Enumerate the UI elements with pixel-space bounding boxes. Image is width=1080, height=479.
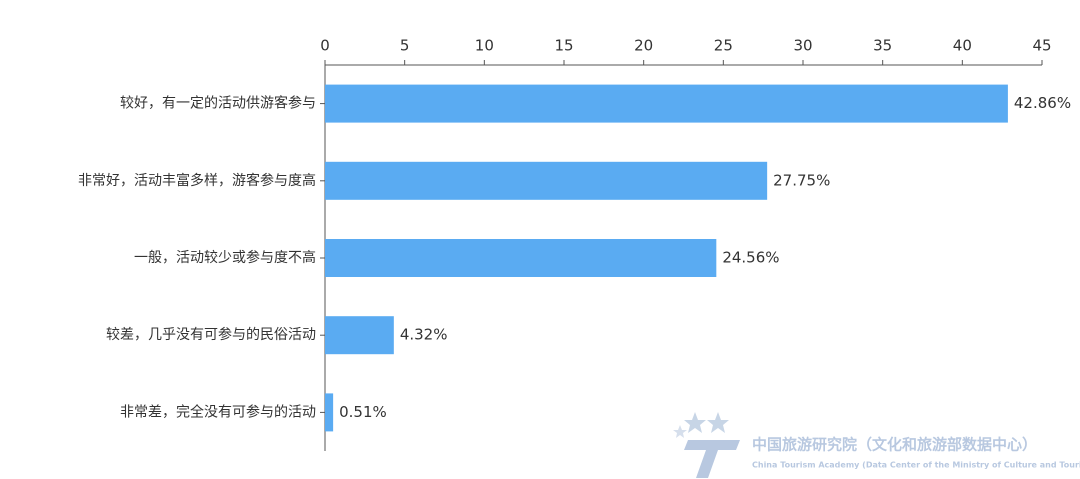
bar [325, 84, 1008, 123]
y-tick-label: 较差，几乎没有可参与的民俗活动 [106, 326, 316, 343]
data-label: 42.86% [1014, 94, 1071, 112]
x-tick-label: 15 [554, 37, 573, 55]
logo-t [684, 440, 740, 478]
x-tick-label: 0 [320, 37, 330, 55]
bar [325, 239, 717, 277]
x-tick-label: 35 [873, 37, 892, 55]
bar [325, 161, 768, 200]
watermark-subtitle: China Tourism Academy (Data Center of th… [752, 461, 1080, 470]
data-label: 27.75% [773, 171, 830, 189]
y-tick-label: 较好，有一定的活动供游客参与 [120, 95, 316, 112]
x-tick-label: 20 [634, 37, 653, 55]
bar [325, 316, 394, 355]
bar [325, 393, 334, 432]
x-tick-label: 5 [400, 37, 410, 55]
x-tick-label: 25 [714, 37, 733, 55]
x-tick-label: 40 [953, 37, 972, 55]
x-tick-label: 10 [475, 37, 494, 55]
star [673, 425, 687, 438]
star [684, 412, 706, 433]
data-label: 0.51% [339, 403, 387, 421]
y-tick-label: 一般，活动较少或参与度不高 [134, 249, 316, 266]
x-tick-label: 30 [793, 37, 812, 55]
star [707, 412, 729, 433]
watermark-title: 中国旅游研究院（文化和旅游部数据中心） [752, 436, 1037, 454]
watermark-logo: 中国旅游研究院（文化和旅游部数据中心） China Tourism Academ… [673, 412, 1080, 478]
x-tick-label: 45 [1032, 37, 1051, 55]
data-label: 24.56% [722, 249, 779, 267]
y-tick-label: 非常差，完全没有可参与的活动 [120, 403, 316, 420]
y-tick-label: 非常好，活动丰富多样，游客参与度高 [78, 172, 316, 189]
data-label: 4.32% [400, 326, 448, 344]
